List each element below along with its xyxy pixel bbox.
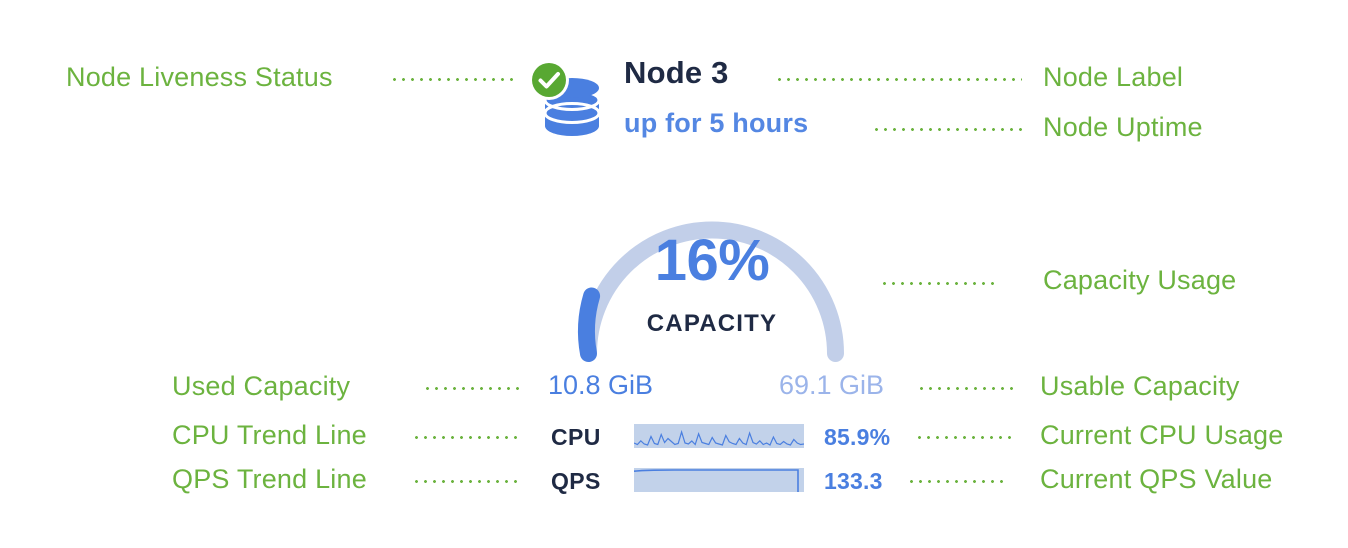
leader-line-node-uptime (872, 128, 1022, 131)
qps-metric-label: QPS (551, 468, 601, 494)
cpu-trend-line-sparkline[interactable] (634, 424, 804, 448)
annotation-capacity-usage: Capacity Usage (1043, 265, 1237, 295)
leader-line-qps-trend-line (412, 480, 522, 483)
annotation-cpu-trend-line: CPU Trend Line (172, 420, 367, 450)
annotation-node-liveness-status: Node Liveness Status (66, 62, 333, 92)
qps-trend-line-sparkline[interactable] (634, 468, 804, 492)
capacity-caption: CAPACITY (646, 310, 778, 337)
annotation-used-capacity: Used Capacity (172, 371, 351, 401)
annotation-node-uptime: Node Uptime (1043, 112, 1203, 142)
annotation-current-cpu-usage: Current CPU Usage (1040, 420, 1284, 450)
leader-line-cpu-trend-line (412, 436, 522, 439)
cpu-metric-label: CPU (551, 424, 601, 450)
capacity-percent: 16% (654, 228, 770, 293)
annotation-node-label: Node Label (1043, 62, 1184, 92)
node-uptime: up for 5 hours (624, 108, 809, 138)
qps-current-value: 133.3 (824, 468, 883, 494)
annotation-current-qps-value: Current QPS Value (1040, 464, 1273, 494)
leader-line-usable-capacity (917, 387, 1016, 390)
used-capacity-value: 10.8 GiB (548, 370, 654, 400)
usable-capacity-value: 69.1 GiB (779, 370, 885, 400)
annotation-usable-capacity: Usable Capacity (1040, 371, 1240, 401)
database-check-icon (527, 58, 601, 146)
node-label[interactable]: Node 3 (624, 55, 729, 90)
leader-line-used-capacity (423, 387, 522, 390)
leader-line-node-liveness-status (390, 78, 518, 81)
leader-line-node-label (775, 78, 1022, 81)
capacity-gauge: 16% CAPACITY (562, 160, 862, 370)
leader-line-capacity-usage (880, 282, 1000, 285)
leader-line-current-cpu-usage (915, 436, 1011, 439)
cpu-current-value: 85.9% (824, 424, 891, 450)
leader-line-current-qps-value (907, 480, 1003, 483)
annotation-qps-trend-line: QPS Trend Line (172, 464, 367, 494)
